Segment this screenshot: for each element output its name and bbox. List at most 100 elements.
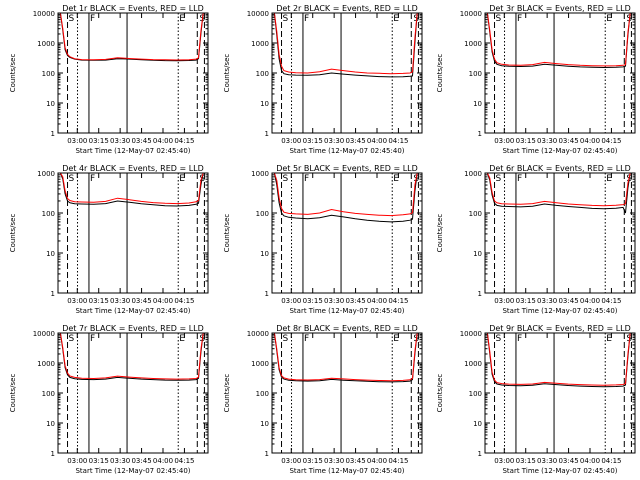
plot-frame — [271, 332, 423, 454]
y-tick-label: 100 — [469, 210, 482, 218]
chart-title: Det 2r BLACK = Events, RED = LLD — [276, 4, 418, 13]
series-line-lld — [58, 173, 206, 205]
series-line-lld — [272, 333, 420, 382]
marker-label: S — [496, 14, 502, 24]
marker-label: E — [179, 334, 185, 344]
x-tick-label: 03:00 — [281, 457, 301, 465]
y-tick-label: 100 — [256, 390, 269, 398]
x-tick-label: 03:00 — [494, 457, 514, 465]
y-tick-label: 1 — [265, 130, 269, 138]
x-tick-label: 03:15 — [89, 457, 109, 465]
marker-label: F — [304, 334, 309, 344]
x-tick-label: 04:00 — [153, 297, 173, 305]
x-tick-label: 04:15 — [388, 137, 408, 145]
marker-label: E — [393, 14, 399, 24]
marker-label: F — [517, 334, 522, 344]
y-tick-label: 10 — [260, 250, 269, 258]
chart-title: Det 4r BLACK = Events, RED = LLD — [62, 164, 204, 173]
y-tick-label: 1000 — [464, 360, 482, 368]
y-tick-label: 1000 — [464, 40, 482, 48]
plot-frame — [57, 12, 209, 134]
x-tick-label: 03:15 — [89, 297, 109, 305]
y-tick-label: 100 — [42, 390, 55, 398]
x-tick-label: 03:45 — [131, 137, 151, 145]
x-tick-label: 03:15 — [516, 457, 536, 465]
x-tick-label: 04:00 — [580, 137, 600, 145]
x-tick-label: 03:30 — [110, 457, 130, 465]
x-tick-label: 03:45 — [131, 297, 151, 305]
series-line-lld — [485, 173, 633, 207]
chart-title: Det 8r BLACK = Events, RED = LLD — [276, 324, 418, 333]
x-axis-label: Start Time (12-May-07 02:45:40) — [75, 307, 190, 315]
x-tick-label: 03:45 — [558, 137, 578, 145]
series-line-events — [485, 173, 633, 214]
y-tick-label: 1 — [51, 290, 55, 298]
marker-label: F — [90, 334, 95, 344]
plot-area — [272, 13, 420, 78]
marker-label: E — [606, 174, 612, 184]
y-tick-label: 10 — [473, 420, 482, 428]
x-tick-label: 03:15 — [303, 457, 323, 465]
x-tick-label: 03:00 — [67, 297, 87, 305]
x-tick-label: 03:30 — [324, 457, 344, 465]
x-tick-label: 03:15 — [303, 297, 323, 305]
x-tick-label: 03:15 — [89, 137, 109, 145]
x-axis-label: Start Time (12-May-07 02:45:40) — [502, 147, 617, 155]
x-tick-label: 04:15 — [174, 297, 194, 305]
y-tick-label: 1000 — [37, 40, 55, 48]
x-tick-label: 03:00 — [494, 297, 514, 305]
y-tick-label: 1000 — [251, 360, 269, 368]
y-tick-label: 100 — [469, 390, 482, 398]
x-tick-label: 04:15 — [601, 457, 621, 465]
marker-label: F — [304, 14, 309, 24]
plot-frame — [271, 172, 423, 294]
marker-label: E — [606, 14, 612, 24]
x-tick-label: 04:00 — [153, 457, 173, 465]
x-tick-label: 04:15 — [174, 137, 194, 145]
chart-title: Det 7r BLACK = Events, RED = LLD — [62, 324, 204, 333]
y-tick-label: 10000 — [33, 330, 55, 338]
y-axis-label: Counts/sec — [436, 54, 444, 93]
y-tick-label: 1 — [478, 130, 482, 138]
x-tick-label: 03:30 — [324, 297, 344, 305]
y-tick-label: 10000 — [33, 10, 55, 18]
y-tick-label: 10000 — [460, 10, 482, 18]
x-axis-label: Start Time (12-May-07 02:45:40) — [289, 467, 404, 475]
x-tick-label: 03:00 — [281, 137, 301, 145]
series-line-lld — [58, 333, 206, 380]
y-tick-label: 10000 — [460, 330, 482, 338]
x-tick-label: 03:00 — [67, 137, 87, 145]
y-tick-label: 10 — [46, 420, 55, 428]
marker-label: S — [283, 334, 289, 344]
marker-label: S — [496, 334, 502, 344]
marker-label: E — [393, 334, 399, 344]
x-axis-label: Start Time (12-May-07 02:45:40) — [75, 467, 190, 475]
x-tick-label: 03:15 — [303, 137, 323, 145]
marker-label: S — [283, 174, 289, 184]
y-tick-label: 1000 — [37, 170, 55, 178]
plot-area — [485, 333, 633, 388]
marker-label: F — [304, 174, 309, 184]
y-tick-label: 1000 — [37, 360, 55, 368]
y-tick-label: 100 — [256, 210, 269, 218]
y-tick-label: 10000 — [247, 330, 269, 338]
y-tick-label: 1 — [265, 450, 269, 458]
series-line-lld — [272, 173, 420, 217]
x-tick-label: 04:00 — [367, 457, 387, 465]
y-axis-label: Counts/sec — [9, 214, 17, 253]
x-tick-label: 03:45 — [558, 297, 578, 305]
series-line-events — [58, 13, 206, 62]
marker-label: S — [496, 174, 502, 184]
marker-label: F — [90, 14, 95, 24]
x-axis-label: Start Time (12-May-07 02:45:40) — [502, 467, 617, 475]
plot-area — [58, 13, 206, 62]
x-tick-label: 03:45 — [345, 137, 365, 145]
y-axis-label: Counts/sec — [223, 374, 231, 413]
plot-frame — [484, 12, 636, 134]
